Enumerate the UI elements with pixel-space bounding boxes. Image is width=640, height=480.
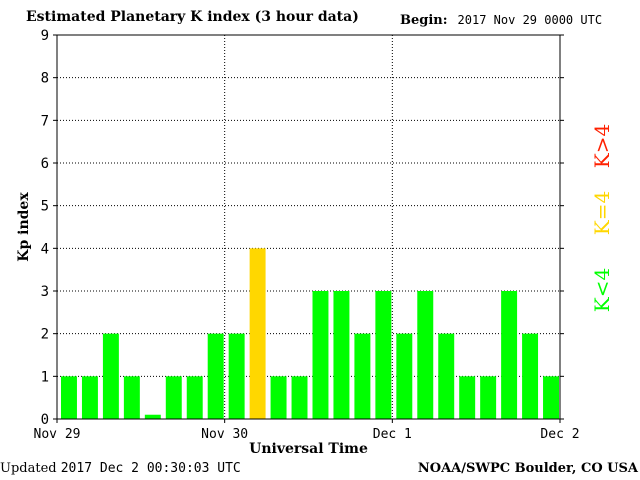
source-credit: NOAA/SWPC Boulder, CO USA bbox=[417, 461, 638, 476]
kp-bar bbox=[312, 291, 329, 419]
y-tick-label: 9 bbox=[41, 28, 49, 44]
legend-item: K>4 bbox=[590, 124, 614, 168]
x-axis-label: Universal Time bbox=[249, 441, 368, 457]
kp-bar bbox=[144, 414, 161, 419]
y-tick-label: 3 bbox=[41, 284, 49, 300]
updated-value: 2017 Dec 2 00:30:03 UTC bbox=[60, 461, 241, 476]
kp-bar bbox=[228, 333, 245, 419]
kp-bar bbox=[186, 376, 203, 419]
y-tick-label: 1 bbox=[41, 369, 49, 385]
kp-bar bbox=[480, 376, 497, 419]
kp-bar bbox=[501, 291, 518, 419]
kp-bar bbox=[61, 376, 77, 419]
kp-bar bbox=[543, 376, 559, 419]
y-tick-label: 0 bbox=[41, 412, 49, 428]
x-tick-label: Nov 30 bbox=[201, 427, 248, 442]
kp-bar bbox=[438, 333, 455, 419]
kp-bar bbox=[396, 333, 413, 419]
chart-title: Estimated Planetary K index (3 hour data… bbox=[26, 9, 359, 25]
y-axis-label: Kp index bbox=[16, 192, 32, 262]
begin-label: Begin: bbox=[400, 13, 448, 28]
y-tick-label: 7 bbox=[41, 113, 49, 129]
begin-value: 2017 Nov 29 0000 UTC bbox=[457, 13, 603, 27]
legend-item: K<4 bbox=[590, 268, 614, 312]
legend-item: K=4 bbox=[590, 191, 614, 235]
kp-bar bbox=[207, 333, 224, 419]
kp-bar bbox=[249, 248, 266, 419]
y-tick-label: 2 bbox=[41, 327, 49, 343]
y-tick-label: 8 bbox=[41, 71, 49, 87]
kp-bar bbox=[459, 376, 476, 419]
kp-bar bbox=[354, 333, 371, 419]
kp-bar bbox=[123, 376, 140, 419]
kp-bar bbox=[81, 376, 98, 419]
kp-bar bbox=[291, 376, 308, 419]
x-tick-label: Dec 1 bbox=[373, 427, 412, 442]
x-tick-label: Dec 2 bbox=[540, 427, 579, 442]
begin-info: Begin: 2017 Nov 29 0000 UTC bbox=[400, 13, 602, 28]
kp-bar bbox=[165, 376, 182, 419]
x-tick-label: Nov 29 bbox=[34, 427, 81, 442]
y-tick-label: 4 bbox=[41, 241, 49, 257]
updated-info: Updated 2017 Dec 2 00:30:03 UTC bbox=[0, 461, 241, 476]
kp-bar bbox=[333, 291, 350, 419]
plot-frame bbox=[56, 34, 561, 420]
kp-bar bbox=[270, 376, 287, 419]
y-tick-label: 5 bbox=[41, 199, 49, 215]
updated-label: Updated bbox=[0, 461, 57, 476]
kp-bar bbox=[417, 291, 434, 419]
kp-bar bbox=[522, 333, 539, 419]
y-tick-label: 6 bbox=[41, 156, 49, 172]
kp-bar bbox=[102, 333, 119, 419]
kp-bar bbox=[375, 291, 392, 419]
